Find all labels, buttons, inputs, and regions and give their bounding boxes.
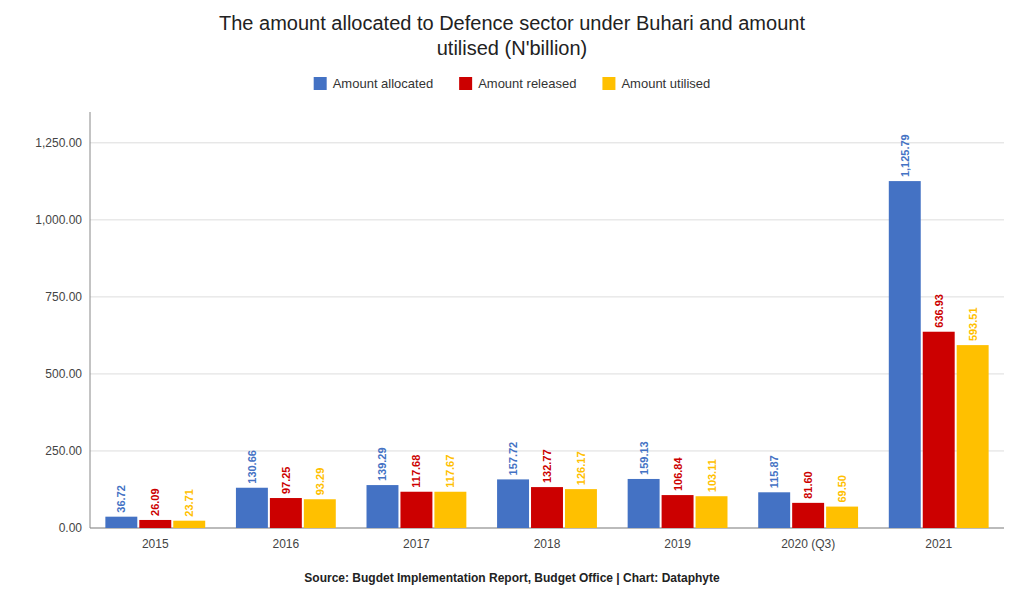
x-tick-label: 2021 xyxy=(925,537,952,551)
source: Source: Bugdet Implementation Report, Bu… xyxy=(304,571,720,585)
bar xyxy=(173,521,205,528)
data-label: 157.72 xyxy=(507,442,519,476)
grid-line xyxy=(90,219,1004,220)
data-label: 126.17 xyxy=(575,451,587,485)
legend-swatch xyxy=(314,77,327,90)
data-label: 106.84 xyxy=(672,457,684,492)
bar xyxy=(758,492,790,528)
data-label: 132.77 xyxy=(541,449,553,483)
data-label: 115.87 xyxy=(768,455,780,488)
bar xyxy=(304,499,336,528)
grid-line xyxy=(90,373,1004,374)
data-label: 1,125.79 xyxy=(899,134,911,177)
grid-line xyxy=(90,296,1004,297)
x-axis: 2015 2016 2017 2018 2019 2020 (Q3) 2021 xyxy=(142,537,952,551)
legend-item: Amount released xyxy=(459,76,576,91)
y-tick-label: 500.00 xyxy=(45,367,82,381)
y-tick-label: 0.00 xyxy=(59,521,83,535)
data-labels: 36.72 130.66 139.29 157.72 159.13 115.87 1,125… xyxy=(115,134,978,516)
data-label: 93.29 xyxy=(314,468,326,496)
data-label: 130.66 xyxy=(246,450,258,484)
bar xyxy=(662,495,694,528)
y-tick-label: 1,250.00 xyxy=(35,136,82,150)
data-label: 636.93 xyxy=(933,294,945,328)
legend: Amount allocated Amount released Amount ut… xyxy=(314,76,711,91)
bar xyxy=(105,517,137,528)
bars xyxy=(105,181,988,528)
bar xyxy=(792,503,824,528)
legend-swatch xyxy=(602,77,615,90)
data-label: 159.13 xyxy=(638,441,650,475)
bar xyxy=(497,479,529,528)
y-tick-label: 750.00 xyxy=(45,290,82,304)
data-label: 103.11 xyxy=(706,459,718,492)
data-label: 97.25 xyxy=(280,467,292,495)
data-label: 36.72 xyxy=(115,485,127,513)
x-tick-label: 2017 xyxy=(403,537,430,551)
bar xyxy=(889,181,921,528)
grid-line xyxy=(90,142,1004,143)
bar xyxy=(270,498,302,528)
bar xyxy=(923,332,955,528)
grid xyxy=(90,143,1004,528)
bar xyxy=(628,479,660,528)
x-tick-label: 2020 (Q3) xyxy=(781,537,835,551)
x-tick-label: 2019 xyxy=(664,537,691,551)
legend-label: Amount utilised xyxy=(621,76,710,91)
y-tick-label: 1,000.00 xyxy=(35,213,82,227)
y-axis-line xyxy=(90,112,91,528)
data-label: 593.51 xyxy=(967,307,979,341)
data-label: 69.50 xyxy=(836,475,848,503)
x-tick-label: 2018 xyxy=(534,537,561,551)
bar xyxy=(696,496,728,528)
data-label: 117.67 xyxy=(444,455,456,488)
bar xyxy=(565,489,597,528)
y-axis: 0.00 250.00 500.00 750.00 1,000.00 1,250.00 xyxy=(35,112,1004,535)
title: The amount allocated to Defence sector u… xyxy=(219,12,805,59)
bar xyxy=(236,488,268,528)
legend-item: Amount allocated xyxy=(314,76,433,91)
legend-swatch xyxy=(459,77,472,90)
data-label: 81.60 xyxy=(802,471,814,499)
x-tick-label: 2015 xyxy=(142,537,169,551)
legend-item: Amount utilised xyxy=(602,76,710,91)
bar xyxy=(434,492,466,528)
bar xyxy=(826,507,858,528)
y-tick-label: 250.00 xyxy=(45,444,82,458)
bar xyxy=(957,345,989,528)
bar xyxy=(367,485,399,528)
chart: The amount allocated to Defence sector u… xyxy=(0,0,1024,595)
bar xyxy=(139,520,171,528)
data-label: 23.71 xyxy=(183,489,195,517)
bar xyxy=(400,492,432,528)
legend-label: Amount allocated xyxy=(333,76,433,91)
data-label: 139.29 xyxy=(376,447,388,481)
legend-label: Amount released xyxy=(478,76,576,91)
title-line: utilised (N'billion) xyxy=(437,37,588,59)
bar xyxy=(531,487,563,528)
data-label: 26.09 xyxy=(149,488,161,516)
x-tick-label: 2016 xyxy=(273,537,300,551)
data-label: 117.68 xyxy=(410,455,422,488)
title-line: The amount allocated to Defence sector u… xyxy=(219,12,805,34)
